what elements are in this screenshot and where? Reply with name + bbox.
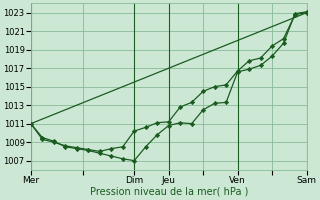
X-axis label: Pression niveau de la mer( hPa ): Pression niveau de la mer( hPa ) [90, 187, 248, 197]
